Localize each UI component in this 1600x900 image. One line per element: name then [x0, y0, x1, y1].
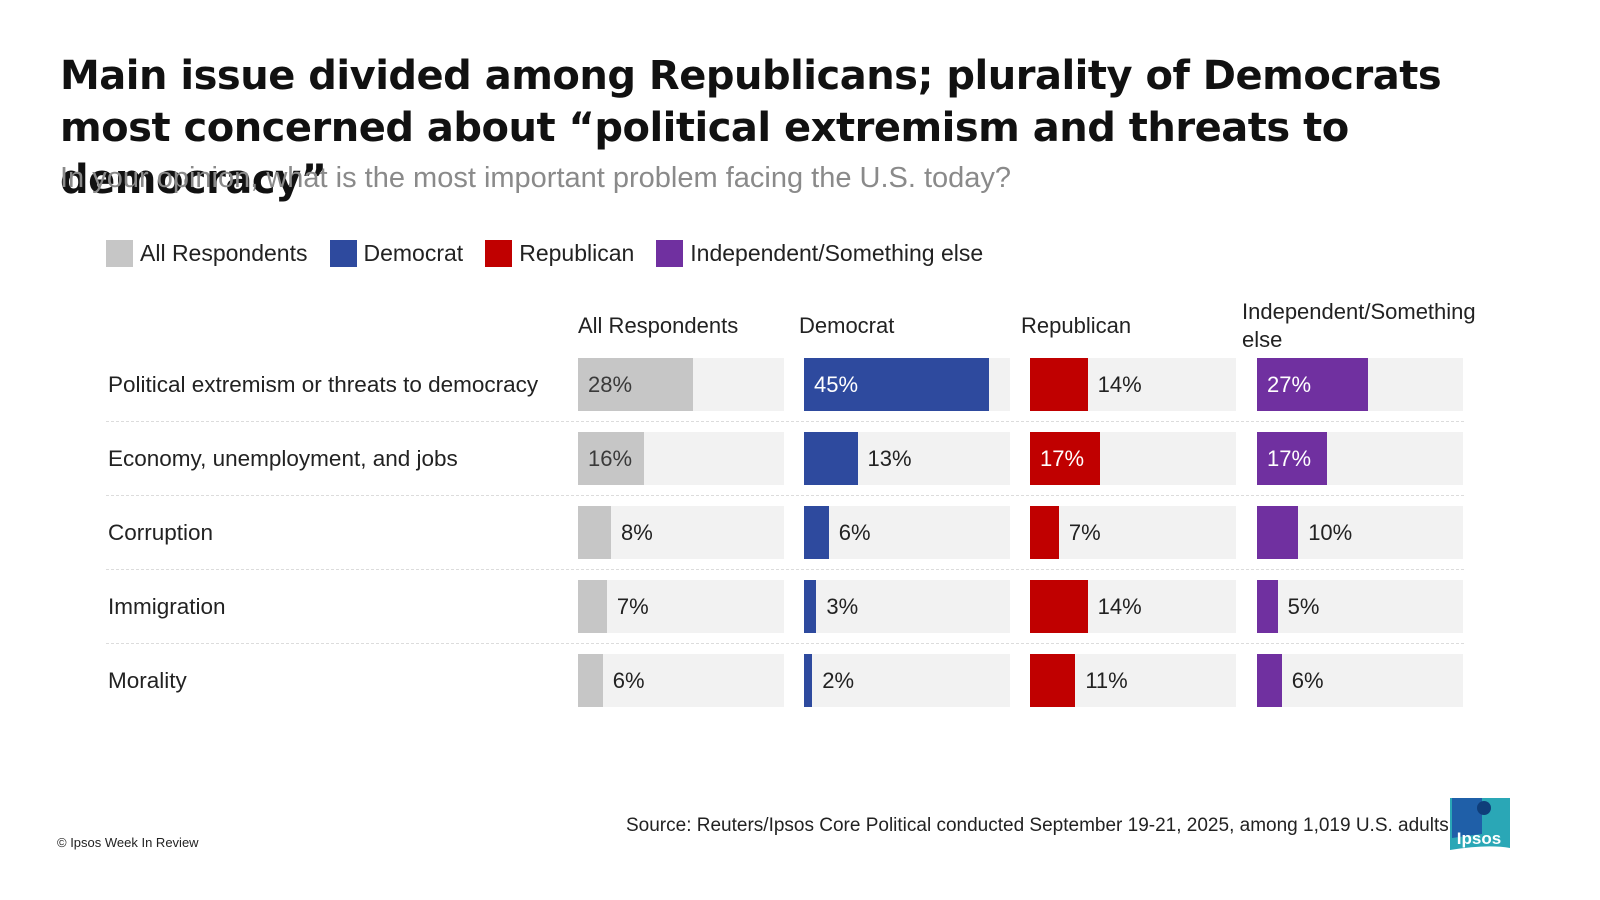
bar-democrat [804, 506, 829, 559]
logo-shape-dark [1452, 798, 1482, 838]
category-label: Morality [108, 667, 187, 693]
bar-track: 11% [1030, 654, 1236, 707]
bar-track: 7% [1030, 506, 1236, 559]
data-label: 17% [1267, 446, 1312, 471]
legend-swatch [656, 240, 684, 267]
bar-democrat [804, 432, 858, 485]
data-label: 14% [1097, 594, 1142, 619]
legend-label: All Respondents [140, 240, 308, 266]
legend-label: Democrat [363, 240, 464, 266]
data-label: 16% [588, 446, 633, 471]
bar-all-respondents [578, 432, 644, 485]
bar-track: 6% [1257, 654, 1463, 707]
data-label: 7% [616, 594, 649, 619]
bar-republican [1030, 580, 1088, 633]
row-divider [106, 421, 1464, 422]
bar-track: 17% [1257, 432, 1463, 485]
logo-text: Ipsos [1457, 829, 1501, 848]
bar-track: 16% [578, 432, 784, 485]
data-label: 28% [588, 372, 633, 397]
bar-republican [1030, 432, 1101, 485]
data-label: 6% [838, 520, 871, 545]
bar-independent-something-else [1257, 432, 1328, 485]
data-label: 2% [822, 668, 855, 693]
column-header-independent-something-else: Independent/Something else [1242, 299, 1476, 352]
bar-republican [1030, 358, 1088, 411]
category-label: Political extremism or threats to democr… [108, 371, 539, 397]
ipsos-logo: Ipsos [1448, 794, 1512, 852]
bar-all-respondents [578, 506, 611, 559]
category-label: Corruption [108, 519, 214, 545]
bar-independent-something-else [1257, 506, 1299, 559]
bar-track: 5% [1257, 580, 1463, 633]
data-label: 6% [1291, 668, 1324, 693]
bar-republican [1030, 654, 1076, 707]
bar-track: 7% [578, 580, 784, 633]
bar-track: 6% [578, 654, 784, 707]
data-label: 14% [1097, 372, 1142, 397]
chart-title: Main issue divided among Republicans; pl… [60, 53, 1442, 203]
column-header-democrat: Democrat [799, 313, 895, 338]
data-label: 27% [1267, 372, 1312, 397]
bar-track: 10% [1257, 506, 1463, 559]
bar-track: 14% [1030, 580, 1236, 633]
bar-track: 28% [578, 358, 784, 411]
bar-track: 14% [1030, 358, 1236, 411]
legend-label: Independent/Something else [690, 240, 984, 266]
data-label: 5% [1287, 594, 1320, 619]
bar-all-respondents [578, 358, 694, 411]
bar-republican [1030, 506, 1059, 559]
category-label: Economy, unemployment, and jobs [108, 445, 458, 471]
bar-track: 27% [1257, 358, 1463, 411]
data-label: 17% [1040, 446, 1085, 471]
row-divider [106, 569, 1464, 570]
logo-head [1477, 801, 1491, 815]
category-label: Immigration [108, 593, 226, 619]
bar-track: 8% [578, 506, 784, 559]
data-label: 6% [612, 668, 645, 693]
legend-item-democrat: Democrat [329, 240, 464, 267]
bar-independent-something-else [1257, 654, 1282, 707]
row-divider [106, 643, 1464, 644]
data-label: 45% [814, 372, 859, 397]
data-label: 7% [1068, 520, 1101, 545]
bar-all-respondents [578, 580, 607, 633]
bar-track: 3% [804, 580, 1010, 633]
bar-track: 45% [804, 358, 1010, 411]
legend-label: Republican [519, 240, 635, 266]
legend-swatch [329, 240, 357, 267]
legend-swatch [485, 240, 513, 267]
bar-track: 6% [804, 506, 1010, 559]
bar-independent-something-else [1257, 580, 1278, 633]
legend-item-republican: Republican [485, 240, 634, 267]
row-divider [106, 495, 1464, 496]
bar-democrat [804, 358, 990, 411]
column-header-all-respondents: All Respondents [578, 313, 739, 338]
bar-track: 17% [1030, 432, 1236, 485]
data-label: 11% [1085, 668, 1128, 693]
bar-track: 2% [804, 654, 1010, 707]
legend-item-independent-something-else: Independent/Something else [656, 240, 983, 267]
data-label: 8% [620, 520, 653, 545]
bar-democrat [804, 580, 817, 633]
legend: All Respondents Democrat Republican Indepen… [106, 240, 1005, 267]
legend-item-all-respondents: All Respondents [106, 240, 308, 267]
bar-all-respondents [578, 654, 603, 707]
bar-democrat [804, 654, 813, 707]
copyright-note: © Ipsos Week In Review [57, 835, 199, 850]
column-header-republican: Republican [1021, 313, 1132, 338]
chart-subtitle: In your opinion, what is the most import… [60, 162, 1012, 194]
data-label: 3% [826, 594, 859, 619]
bar-track: 13% [804, 432, 1010, 485]
source-note: Source: Reuters/Ipsos Core Political con… [626, 815, 1449, 836]
data-label: 13% [867, 446, 912, 471]
data-label: 10% [1308, 520, 1353, 545]
bar-independent-something-else [1257, 358, 1369, 411]
legend-swatch [106, 240, 133, 267]
